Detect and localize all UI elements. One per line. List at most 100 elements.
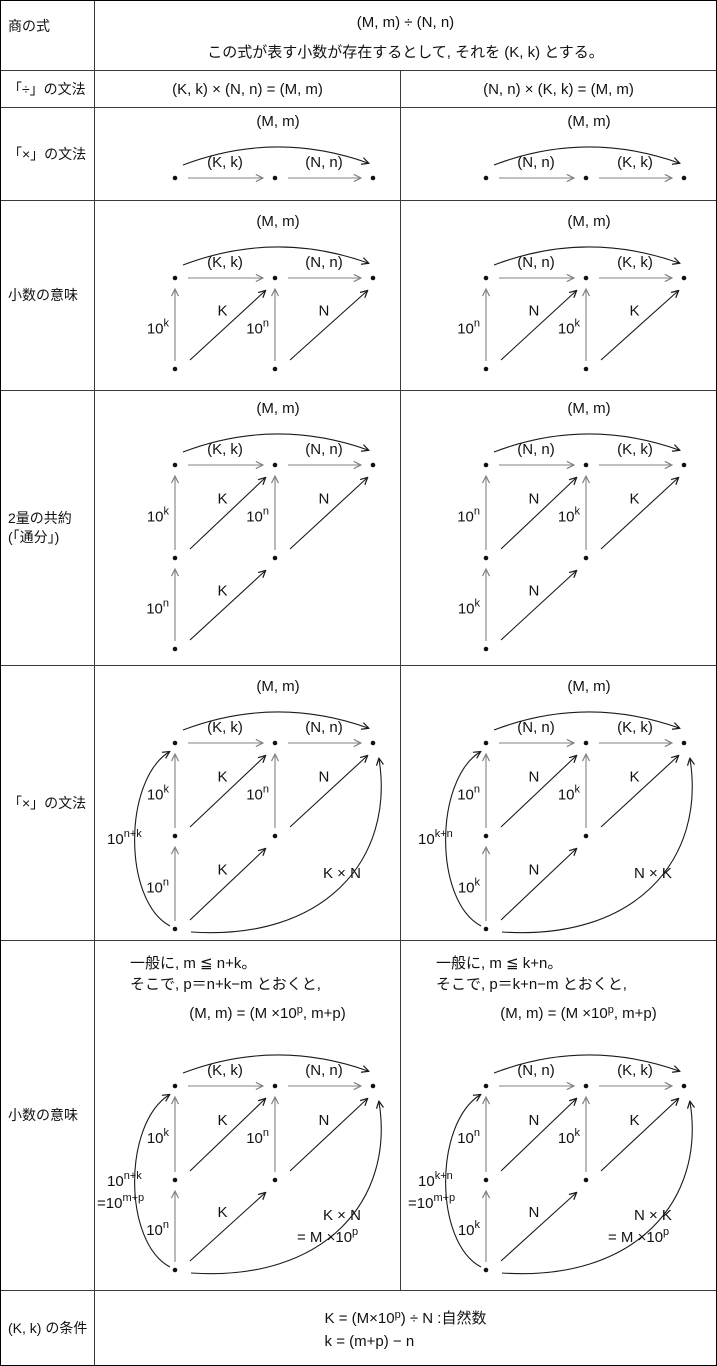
row5-label-line2: (「通分」) xyxy=(8,529,60,545)
svg-text:(N, n): (N, n) xyxy=(305,1062,343,1079)
svg-text:(N, n): (N, n) xyxy=(305,254,343,271)
row8-label: (K, k) の条件 xyxy=(8,1319,88,1336)
row6-left-diagram-cell: (M, m) (K, k) (N, n) 10k​ K 10n​ N 10n​ K 10n+k​ K… xyxy=(95,666,401,941)
svg-text:10n+k​: 10n+k​ xyxy=(107,1170,142,1190)
svg-text:(M, m): (M, m) xyxy=(256,213,299,230)
row4-label-cell: 小数の意味 xyxy=(1,201,95,391)
decimal-meaning-diagram-left: (M, m) (K, k) (N, n) 10k​ K 10n​ N xyxy=(147,213,376,372)
row2-left-formula: (K, k) × (N, n) = (M, m) xyxy=(95,71,401,108)
row7-right-cell: 一般に, m ≦ k+n。 そこで, p＝k+n−m とおくと, (M, m) … xyxy=(401,941,716,1291)
row6-right-diagram-cell: (M, m) (N, n) (K, k) 10n​ N 10k​ K 10k​ N 10k+n​ N… xyxy=(401,666,716,941)
svg-text:K × N: K × N xyxy=(323,1207,361,1224)
row5-left-diagram-cell: (M, m) (K, k) (N, n) 10k​ K 10n​ N 10n​ K xyxy=(95,391,401,666)
svg-text:10n​: 10n​ xyxy=(246,318,269,338)
svg-text:(K, k): (K, k) xyxy=(617,254,653,271)
row7-right-diagram-wrap: (N, n) (K, k) 10n​ N 10k​ K 10k​ N 10k+n​=10m+p​… xyxy=(401,1022,716,1284)
row5-right-diagram-cell: (M, m) (N, n) (K, k) 10n​ N 10k​ K 10k​ N xyxy=(401,391,716,666)
row7-right-pretext: 一般に, m ≦ k+n。 そこで, p＝k+n−m とおくと, xyxy=(401,941,716,995)
multiplication-grammar-composite-diagram-right: (M, m) (N, n) (K, k) 10n​ N 10k​ K 10k​ N 10k+n​ N… xyxy=(418,678,711,934)
row7-right-pretext-line1: 一般に, m ≦ k+n。 xyxy=(436,955,563,972)
svg-text:N: N xyxy=(319,1112,330,1129)
quotient-formula: (M, m) ÷ (N, n) xyxy=(356,14,455,31)
svg-text:(N, n): (N, n) xyxy=(305,441,343,458)
svg-text:K: K xyxy=(630,491,640,508)
row7-label: 小数の意味 xyxy=(8,1107,78,1123)
kk-condition-block: K = (M×10p) ÷ N :自然数 k = (m+p) − n xyxy=(325,1304,487,1353)
svg-text:(M, m): (M, m) xyxy=(567,678,610,695)
svg-text:N: N xyxy=(319,303,330,320)
svg-text:10n​: 10n​ xyxy=(457,1127,480,1147)
svg-text:(M, m): (M, m) xyxy=(567,213,610,230)
row3-right-diagram-cell: (M, m) (N, n) (K, k) xyxy=(401,108,716,201)
svg-text:(K, k): (K, k) xyxy=(617,154,653,171)
row1-label: 商の式 xyxy=(8,18,50,34)
svg-text:10k​: 10k​ xyxy=(558,784,581,804)
svg-text:N: N xyxy=(319,769,330,786)
svg-text:10n​: 10n​ xyxy=(457,318,480,338)
svg-text:(N, n): (N, n) xyxy=(517,254,555,271)
decimal-meaning-diagram-right: (M, m) (N, n) (K, k) 10n​ N 10k​ K xyxy=(457,213,687,372)
svg-text:10k​: 10k​ xyxy=(458,598,481,618)
svg-text:10k​: 10k​ xyxy=(458,1219,481,1239)
svg-text:K: K xyxy=(218,491,228,508)
svg-text:(N, n): (N, n) xyxy=(305,154,343,171)
svg-text:=10m+p​: =10m+p​ xyxy=(408,1192,455,1212)
row7-right-pretext-line2: そこで, p＝k+n−m とおくと, xyxy=(436,976,627,993)
svg-text:N: N xyxy=(529,862,540,879)
svg-text:10k​: 10k​ xyxy=(147,318,170,338)
svg-text:= M ×10p​: = M ×10p​ xyxy=(608,1226,669,1246)
svg-text:(K, k): (K, k) xyxy=(617,719,653,736)
svg-text:(K, k): (K, k) xyxy=(207,254,243,271)
decimal-meaning-composite-diagram-left: (K, k) (N, n) 10k​ K 10n​ N 10n​ K 10n+k​=10m+p​… xyxy=(97,1054,400,1275)
row7-left-pretext-line2: そこで, p＝n+k−m とおくと, xyxy=(130,976,321,993)
svg-text:10n​: 10n​ xyxy=(246,1127,269,1147)
svg-text:(M, m): (M, m) xyxy=(567,400,610,417)
row7-left-diagram-wrap: (K, k) (N, n) 10k​ K 10n​ N 10n​ K 10n+k​=10m+p​… xyxy=(95,1022,400,1284)
row6-label-cell: 「×」の文法 xyxy=(1,666,95,941)
row2-right-formula: (N, n) × (K, k) = (M, m) xyxy=(401,71,716,108)
svg-text:10k​: 10k​ xyxy=(147,1127,170,1147)
svg-text:10k​: 10k​ xyxy=(458,877,481,897)
row2-label-cell: 「÷」の文法 xyxy=(1,71,95,108)
svg-text:(N, n): (N, n) xyxy=(517,1062,555,1079)
row3-label: 「×」の文法 xyxy=(8,145,87,162)
svg-text:N: N xyxy=(319,491,330,508)
svg-text:10n​: 10n​ xyxy=(246,784,269,804)
svg-text:(K, k): (K, k) xyxy=(207,441,243,458)
svg-text:(K, k): (K, k) xyxy=(617,441,653,458)
row7-left-cell: 一般に, m ≦ n+k。 そこで, p＝n+k−m とおくと, (M, m) … xyxy=(95,941,401,1291)
svg-text:K: K xyxy=(630,769,640,786)
svg-text:(M, m): (M, m) xyxy=(256,400,299,417)
svg-text:10n​: 10n​ xyxy=(146,598,169,618)
row4-left-diagram-cell: (M, m) (K, k) (N, n) 10k​ K 10n​ N xyxy=(95,201,401,391)
common-measure-diagram-right: (M, m) (N, n) (K, k) 10n​ N 10k​ K 10k​ N xyxy=(457,400,687,652)
svg-text:(N, n): (N, n) xyxy=(517,154,555,171)
multiplication-grammar-diagram-left: (M, m) (K, k) (N, n) xyxy=(172,113,376,200)
svg-text:(K, k): (K, k) xyxy=(617,1062,653,1079)
row8-label-cell: (K, k) の条件 xyxy=(1,1291,95,1365)
svg-text:N: N xyxy=(529,1204,540,1221)
svg-text:(N, n): (N, n) xyxy=(517,441,555,458)
svg-text:10n+k​: 10n+k​ xyxy=(107,828,142,848)
svg-text:N: N xyxy=(529,491,540,508)
row1-label-cell: 商の式 xyxy=(1,1,95,71)
svg-text:10k​: 10k​ xyxy=(558,506,581,526)
svg-text:10k+n​: 10k+n​ xyxy=(418,1170,453,1190)
svg-text:10n​: 10n​ xyxy=(146,877,169,897)
svg-text:(M, m): (M, m) xyxy=(567,113,610,130)
row7-left-pretext-line1: 一般に, m ≦ n+k。 xyxy=(130,955,257,972)
svg-text:10k​: 10k​ xyxy=(147,506,170,526)
svg-text:10k​: 10k​ xyxy=(147,784,170,804)
row8-content-cell: K = (M×10p) ÷ N :自然数 k = (m+p) − n xyxy=(95,1291,716,1365)
row1-content-cell: (M, m) ÷ (N, n) この式が表す小数が存在するとして, それを (K… xyxy=(95,1,716,71)
svg-text:K: K xyxy=(218,583,228,600)
svg-text:N: N xyxy=(529,583,540,600)
svg-text:K: K xyxy=(630,1112,640,1129)
svg-text:K: K xyxy=(218,1112,228,1129)
row4-label: 小数の意味 xyxy=(8,287,78,303)
svg-text:(M, m): (M, m) xyxy=(256,678,299,695)
svg-text:K: K xyxy=(218,1204,228,1221)
row7-label-cell: 小数の意味 xyxy=(1,941,95,1291)
row7-left-equation: (M, m) = (M ×10p, m+p) xyxy=(189,1004,346,1022)
